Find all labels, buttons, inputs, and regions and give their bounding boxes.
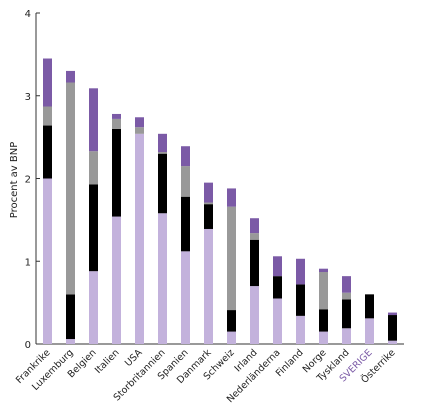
y-tick-label: 4 (25, 9, 31, 20)
y-tick-label: 0 (25, 340, 31, 351)
bar-segment (112, 118, 121, 129)
bar-segment (158, 213, 167, 344)
bar-segment (66, 70, 75, 83)
bar-segment (365, 294, 374, 319)
bar-segment (388, 315, 397, 341)
bar-segment (181, 166, 190, 197)
bar-segment (181, 251, 190, 344)
bar-segment (227, 310, 236, 332)
bar-segment (227, 331, 236, 344)
bar-segment (204, 182, 213, 203)
bar-segment (250, 286, 259, 344)
bar-segment (273, 298, 282, 344)
y-tick-label: 3 (25, 92, 31, 103)
bar-segment (227, 206, 236, 311)
bar-segment (227, 188, 236, 207)
bar-segment (43, 178, 52, 344)
bar-segment (296, 258, 305, 285)
bar-segment (388, 312, 397, 316)
bar-segment (158, 153, 167, 214)
bar-segment (250, 233, 259, 240)
bar-segment (158, 152, 167, 154)
bar-segment (250, 239, 259, 287)
bar-segment (135, 117, 144, 128)
bar-segment (319, 331, 328, 344)
y-ticks: 0 1 2 3 4 (25, 9, 40, 351)
bar-segment (273, 256, 282, 277)
bar-segment (89, 184, 98, 272)
bar-segment (296, 315, 305, 344)
bar-segment (135, 127, 144, 134)
bar-segment (342, 276, 351, 293)
bar-segment (43, 125, 52, 179)
bar-segment (296, 284, 305, 316)
bar-segment (342, 292, 351, 300)
y-tick-label: 1 (25, 257, 31, 268)
bar-segment (43, 58, 52, 107)
bar-segment (365, 318, 374, 344)
bar-segment (388, 340, 397, 344)
bar-segment (66, 339, 75, 344)
x-tick-label: Italien (93, 347, 122, 376)
bar-segment (319, 272, 328, 310)
bar-segment (181, 146, 190, 167)
bars (43, 58, 397, 344)
bar-segment (112, 216, 121, 344)
bar-segment (319, 309, 328, 332)
bar-segment (158, 133, 167, 153)
bar-segment (66, 294, 75, 340)
bar-segment (66, 82, 75, 295)
bar-segment (342, 299, 351, 329)
y-axis-label: Procent av BNP (9, 142, 20, 219)
bar-segment (112, 128, 121, 217)
bar-segment (89, 151, 98, 185)
bar-segment (89, 271, 98, 344)
bar-segment (204, 202, 213, 205)
bar-segment (250, 218, 259, 234)
bar-segment (319, 268, 328, 273)
bar-segment (89, 88, 98, 152)
bar-segment (204, 228, 213, 344)
bar-segment (273, 276, 282, 299)
y-tick-label: 2 (25, 175, 31, 186)
bar-segment (112, 113, 121, 119)
bar-segment (43, 106, 52, 126)
bar-segment (204, 204, 213, 229)
bar-segment (181, 196, 190, 252)
bar-segment (135, 133, 144, 344)
bar-segment (342, 328, 351, 344)
